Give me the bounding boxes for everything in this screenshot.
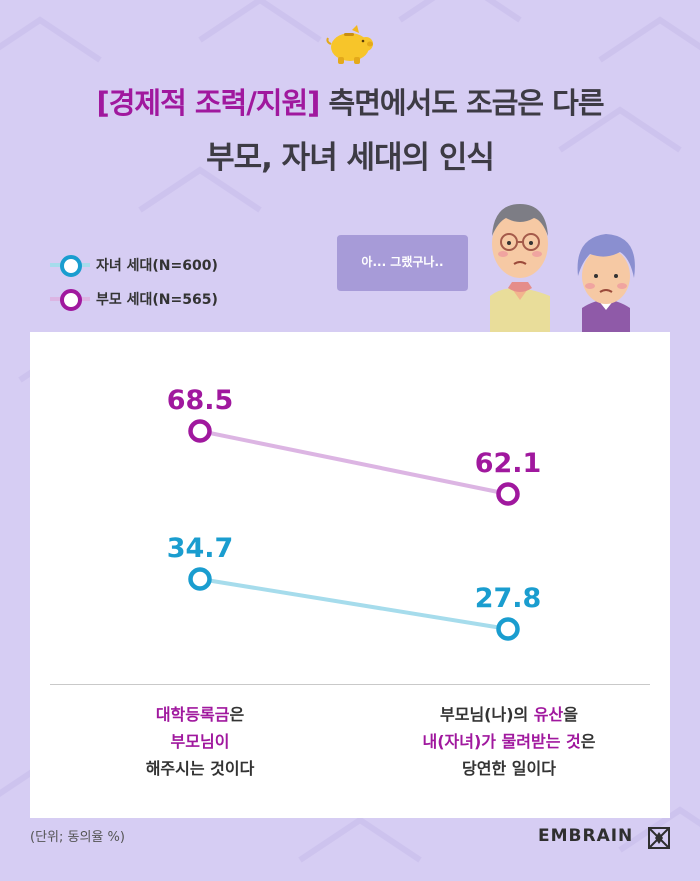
legend-marker-parents bbox=[50, 288, 90, 311]
category-label-inheritance: 부모님(나)의 유산을 내(자녀)가 물려받는 것은 당연한 일이다 bbox=[379, 701, 639, 782]
category-text: 부모님(나)의 bbox=[440, 705, 534, 724]
speech-bubble-text: 아... 그랬구나.. bbox=[361, 255, 444, 269]
chart-card: 34.7 27.8 68.5 62.1 대학등록금은 부모님이 해주시는 것이다 부모님(… bbox=[30, 332, 670, 818]
legend-item-parents: 부모 세대(N=565) bbox=[50, 282, 218, 316]
category-label-line: 대학등록금은 bbox=[70, 701, 330, 728]
axis-divider bbox=[50, 684, 650, 685]
data-label-children: 34.7 bbox=[167, 533, 234, 564]
data-label-parents: 68.5 bbox=[167, 385, 234, 416]
category-label-line: 해주시는 것이다 bbox=[70, 755, 330, 782]
category-highlight-text: 부모님이 bbox=[170, 732, 230, 751]
category-text: 을 bbox=[563, 705, 578, 724]
legend-marker-children bbox=[50, 254, 90, 277]
unit-note: (단위; 동의율 %) bbox=[30, 830, 125, 845]
category-highlight-text: 내(자녀)가 물려받는 것 bbox=[422, 732, 581, 751]
data-point-children bbox=[496, 617, 520, 641]
legend-label-parents: 부모 세대(N=565) bbox=[96, 292, 218, 308]
title-line1-rest: 측면에서도 조금은 다른 bbox=[319, 86, 605, 120]
data-point-parents bbox=[496, 482, 520, 506]
series-line-parents bbox=[199, 429, 509, 496]
category-highlight-text: 대학등록금 bbox=[155, 705, 230, 724]
data-label-children: 27.8 bbox=[475, 583, 542, 614]
category-label-line: 내(자녀)가 물려받는 것은 bbox=[379, 728, 639, 755]
data-point-parents bbox=[188, 419, 212, 443]
data-point-children bbox=[188, 567, 212, 591]
grandparents-illustration bbox=[490, 204, 635, 332]
chart-title-line1: [경제적 조력/지원] 측면에서도 조금은 다른 bbox=[0, 80, 700, 122]
piggy-bank-icon bbox=[326, 25, 373, 64]
series-line-children bbox=[199, 577, 509, 631]
category-text: 해주시는 것이다 bbox=[145, 759, 255, 778]
legend-item-children: 자녀 세대(N=600) bbox=[50, 248, 218, 282]
category-text: 은 bbox=[229, 705, 245, 724]
line-chart: 34.7 27.8 68.5 62.1 bbox=[167, 385, 542, 641]
brand-logo-text: EMBRAIN bbox=[538, 826, 634, 846]
legend-label-children: 자녀 세대(N=600) bbox=[96, 258, 218, 274]
legend: 자녀 세대(N=600) 부모 세대(N=565) bbox=[50, 248, 218, 316]
chart-title-line2: 부모, 자녀 세대의 인식 bbox=[206, 140, 495, 176]
category-text: 은 bbox=[580, 732, 596, 751]
brand-logo-icon bbox=[648, 827, 670, 849]
speech-bubble bbox=[337, 235, 468, 291]
category-label-line: 부모님이 bbox=[70, 728, 330, 755]
data-label-parents: 62.1 bbox=[475, 448, 542, 479]
title-highlight: [경제적 조력/지원] bbox=[96, 86, 320, 120]
category-label-line: 당연한 일이다 bbox=[379, 755, 639, 782]
category-label-line: 부모님(나)의 유산을 bbox=[379, 701, 639, 728]
category-text: 당연한 일이다 bbox=[462, 759, 556, 778]
category-highlight-text: 유산 bbox=[533, 705, 564, 724]
